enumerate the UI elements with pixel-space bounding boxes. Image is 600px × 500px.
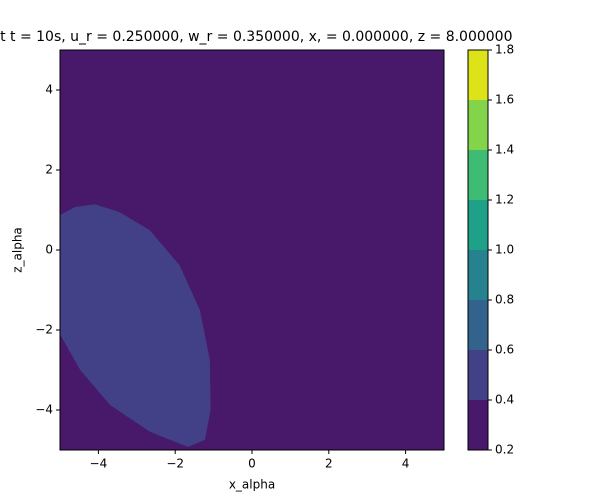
x-axis-label: x_alpha [229, 478, 275, 492]
colorbar-tick-label: 1.2 [495, 193, 514, 207]
colorbar-band [468, 150, 488, 200]
colorbar-tick-label: 1.8 [495, 43, 514, 57]
colorbar-tick-label: 0.6 [495, 343, 514, 357]
colorbar-band [468, 100, 488, 150]
colorbar-band [468, 50, 488, 100]
x-tick-label: 4 [402, 457, 410, 471]
x-tick-label: −4 [90, 457, 108, 471]
colorbar-tick-label: 1.0 [495, 243, 514, 257]
colorbar-band [468, 300, 488, 350]
y-tick-label: −4 [35, 403, 53, 417]
y-tick-label: −2 [35, 323, 53, 337]
y-tick-label: 0 [45, 243, 53, 257]
colorbar-tick-label: 0.2 [495, 443, 514, 457]
colorbar-band [468, 250, 488, 300]
colorbar-tick-label: 1.4 [495, 143, 514, 157]
colorbar-band [468, 400, 488, 450]
y-tick-label: 2 [45, 163, 53, 177]
colorbar-tick-label: 1.6 [495, 93, 514, 107]
x-tick-label: 0 [248, 457, 256, 471]
y-axis-label: z_alpha [11, 227, 25, 273]
colorbar-tick-label: 0.8 [495, 293, 514, 307]
colorbar-band [468, 200, 488, 250]
x-tick-label: −2 [166, 457, 184, 471]
colorbar-band [468, 350, 488, 400]
colorbar-tick-label: 0.4 [495, 393, 514, 407]
x-tick-label: 2 [325, 457, 333, 471]
y-tick-label: 4 [45, 83, 53, 97]
chart-title: at t = 10s, u_r = 0.250000, w_r = 0.3500… [0, 29, 513, 45]
